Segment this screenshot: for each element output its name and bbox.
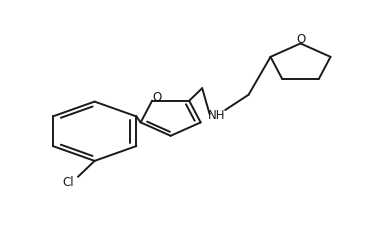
Text: O: O — [296, 33, 305, 46]
Text: NH: NH — [208, 108, 226, 121]
Text: O: O — [152, 91, 162, 104]
Text: Cl: Cl — [63, 175, 75, 188]
